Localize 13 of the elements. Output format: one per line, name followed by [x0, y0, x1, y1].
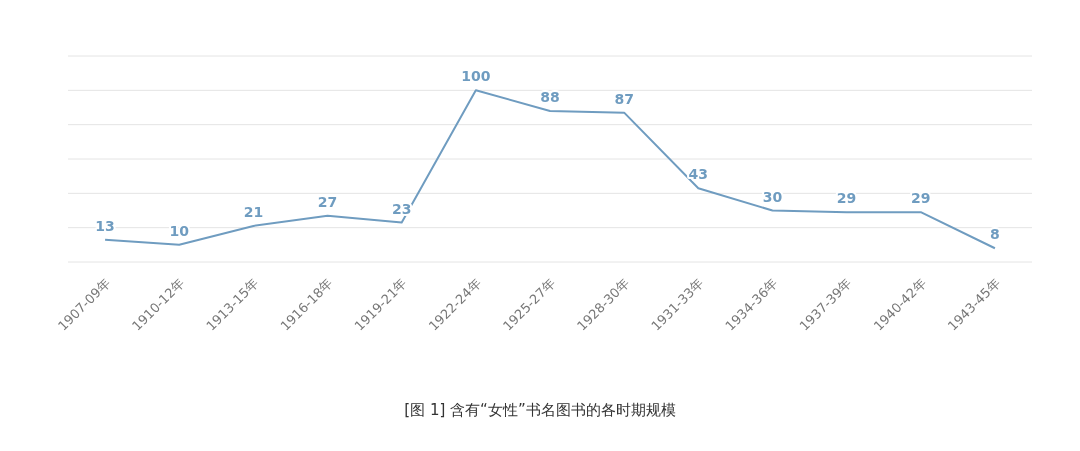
data-label: 29 [911, 190, 931, 207]
data-label: 88 [540, 88, 560, 105]
data-label: 43 [688, 166, 709, 183]
data-label: 100 [461, 68, 491, 85]
data-label: 10 [169, 222, 190, 239]
data-label: 8 [990, 226, 1000, 243]
text: [图 1] 含有“女性”书名图书的各时期规模 [404, 401, 676, 419]
data-label: 29 [836, 190, 857, 207]
data-label: 30 [762, 188, 783, 205]
data-label: 27 [317, 193, 338, 210]
data-label: 21 [243, 203, 264, 220]
data-label: 13 [95, 217, 115, 234]
data-label: 87 [614, 90, 634, 107]
